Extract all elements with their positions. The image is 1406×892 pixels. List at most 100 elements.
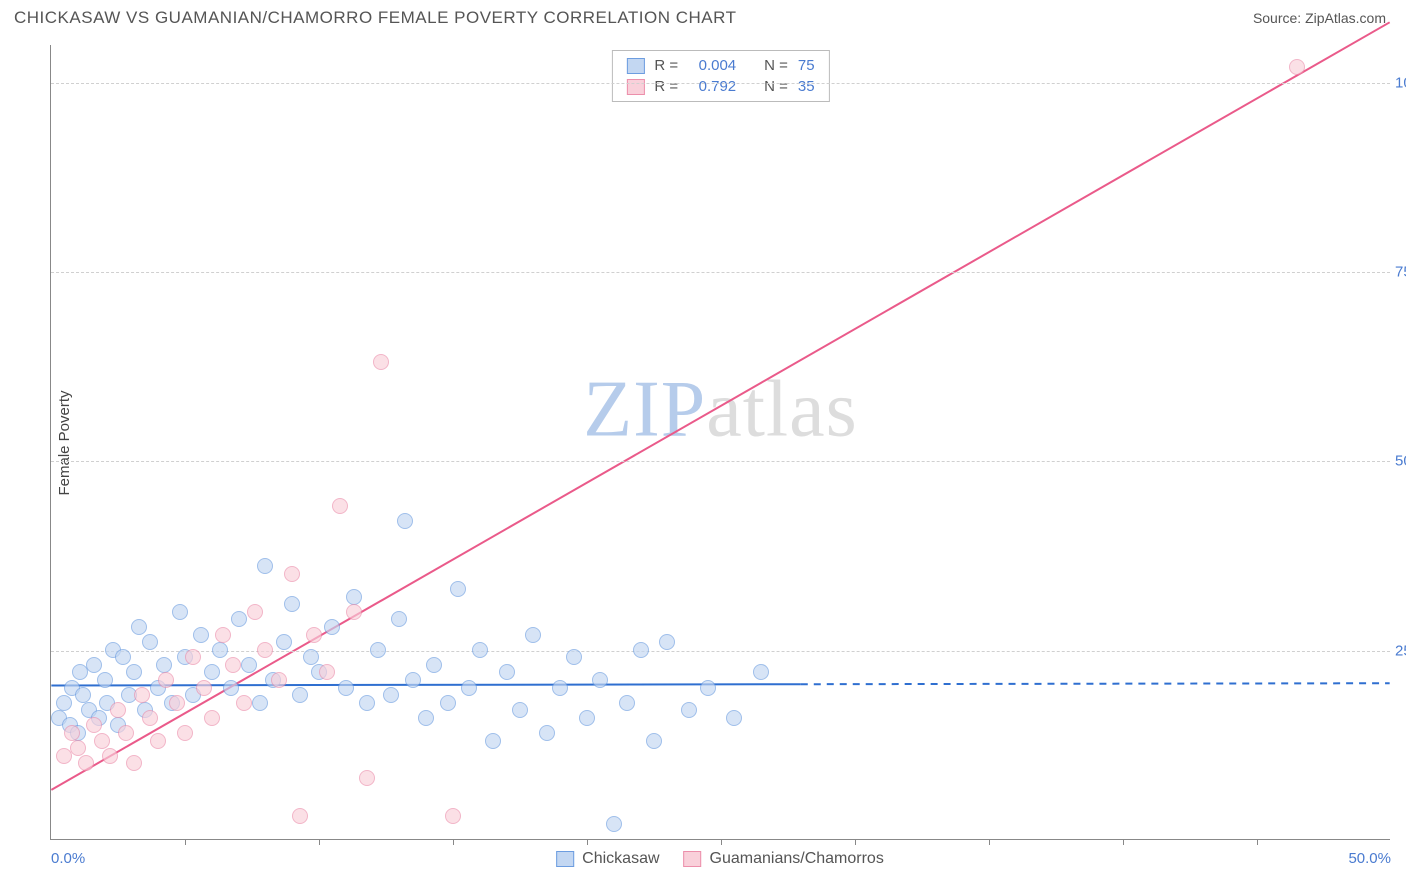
data-point <box>292 687 308 703</box>
data-point <box>212 642 228 658</box>
data-point <box>306 627 322 643</box>
legend-swatch <box>626 79 644 95</box>
data-point <box>142 634 158 650</box>
data-point <box>78 755 94 771</box>
y-tick-label: 25.0% <box>1395 642 1406 659</box>
data-point <box>86 657 102 673</box>
x-tick-mark <box>185 839 186 845</box>
data-point <box>56 695 72 711</box>
data-point <box>579 710 595 726</box>
data-point <box>169 695 185 711</box>
data-point <box>359 695 375 711</box>
data-point <box>196 680 212 696</box>
chart-header: CHICKASAW VS GUAMANIAN/CHAMORRO FEMALE P… <box>0 0 1406 32</box>
data-point <box>126 755 142 771</box>
data-point <box>461 680 477 696</box>
data-point <box>118 725 134 741</box>
data-point <box>247 604 263 620</box>
data-point <box>619 695 635 711</box>
data-point <box>1289 59 1305 75</box>
data-point <box>418 710 434 726</box>
data-point <box>97 672 113 688</box>
chart-container: Female Poverty ZIPatlas R = 0.004 N = 75… <box>50 45 1390 840</box>
data-point <box>225 657 241 673</box>
legend-series: ChickasawGuamanians/Chamorros <box>556 850 884 868</box>
data-point <box>150 733 166 749</box>
data-point <box>450 581 466 597</box>
data-point <box>284 566 300 582</box>
data-point <box>332 498 348 514</box>
data-point <box>204 664 220 680</box>
data-point <box>102 748 118 764</box>
data-point <box>204 710 220 726</box>
data-point <box>472 642 488 658</box>
data-point <box>292 808 308 824</box>
data-point <box>512 702 528 718</box>
data-point <box>94 733 110 749</box>
data-point <box>405 672 421 688</box>
gridline <box>51 272 1390 273</box>
x-tick-mark <box>319 839 320 845</box>
data-point <box>252 695 268 711</box>
x-tick-mark <box>1257 839 1258 845</box>
x-tick-mark <box>453 839 454 845</box>
data-point <box>426 657 442 673</box>
data-point <box>319 664 335 680</box>
gridline <box>51 651 1390 652</box>
data-point <box>646 733 662 749</box>
data-point <box>346 589 362 605</box>
data-point <box>75 687 91 703</box>
data-point <box>215 627 231 643</box>
source-attribution: Source: ZipAtlas.com <box>1253 10 1386 26</box>
data-point <box>241 657 257 673</box>
data-point <box>158 672 174 688</box>
x-tick-mark <box>855 839 856 845</box>
data-point <box>485 733 501 749</box>
data-point <box>284 596 300 612</box>
data-point <box>131 619 147 635</box>
legend-correlation-row: R = 0.004 N = 75 <box>626 55 814 76</box>
data-point <box>359 770 375 786</box>
data-point <box>539 725 555 741</box>
data-point <box>633 642 649 658</box>
data-point <box>156 657 172 673</box>
data-point <box>440 695 456 711</box>
data-point <box>185 649 201 665</box>
legend-series-item: Guamanians/Chamorros <box>684 850 884 868</box>
data-point <box>324 619 340 635</box>
y-tick-label: 50.0% <box>1395 453 1406 470</box>
data-point <box>257 558 273 574</box>
data-point <box>391 611 407 627</box>
data-point <box>552 680 568 696</box>
x-tick-label: 0.0% <box>51 850 85 867</box>
x-tick-mark <box>1123 839 1124 845</box>
data-point <box>110 702 126 718</box>
legend-swatch <box>626 58 644 74</box>
data-point <box>753 664 769 680</box>
data-point <box>592 672 608 688</box>
data-point <box>142 710 158 726</box>
data-point <box>606 816 622 832</box>
data-point <box>115 649 131 665</box>
y-tick-label: 75.0% <box>1395 264 1406 281</box>
data-point <box>346 604 362 620</box>
data-point <box>383 687 399 703</box>
gridline <box>51 461 1390 462</box>
data-point <box>726 710 742 726</box>
gridline <box>51 83 1390 84</box>
data-point <box>499 664 515 680</box>
data-point <box>236 695 252 711</box>
data-point <box>681 702 697 718</box>
data-point <box>303 649 319 665</box>
watermark: ZIPatlas <box>583 365 858 456</box>
x-tick-mark <box>989 839 990 845</box>
data-point <box>64 725 80 741</box>
data-point <box>370 642 386 658</box>
data-point <box>86 717 102 733</box>
data-point <box>397 513 413 529</box>
data-point <box>177 725 193 741</box>
data-point <box>126 664 142 680</box>
y-tick-label: 100.0% <box>1395 74 1406 91</box>
trend-lines <box>51 45 1390 839</box>
data-point <box>134 687 150 703</box>
